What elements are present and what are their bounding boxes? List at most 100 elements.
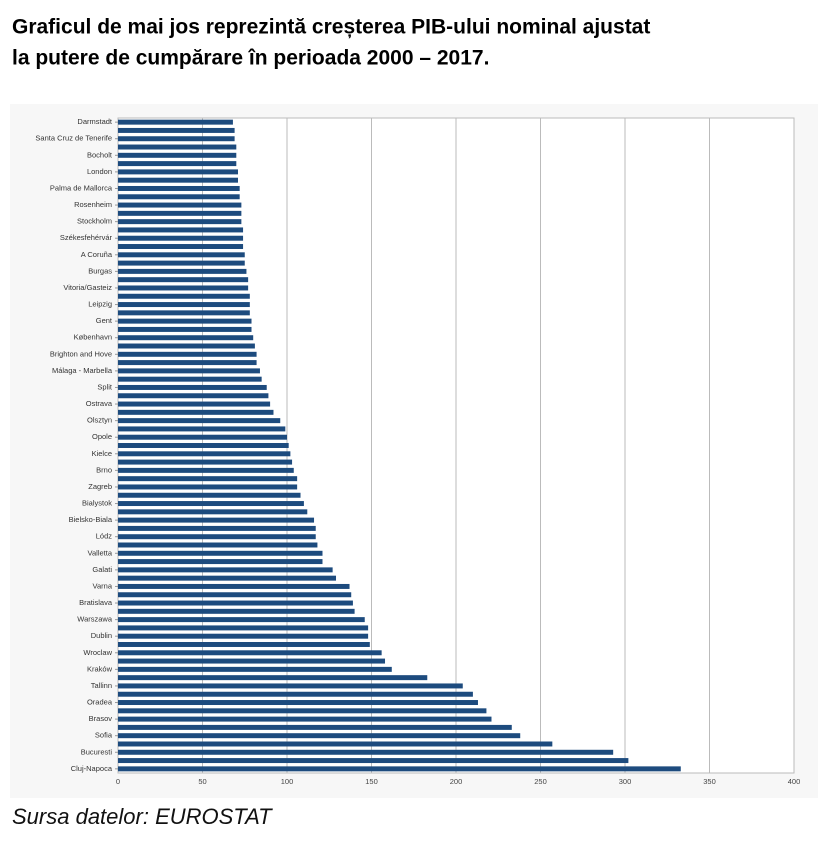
y-tick-label: Rosenheim (74, 200, 112, 209)
y-tick-label: Bucuresti (81, 747, 113, 756)
bar (118, 525, 316, 531)
bar (118, 617, 365, 623)
bar (118, 343, 255, 349)
bar (118, 467, 294, 473)
y-tick-label: Opole (92, 432, 112, 441)
bar (118, 202, 242, 208)
bar (118, 476, 298, 482)
bar (118, 600, 353, 606)
bar (118, 293, 250, 299)
y-tick-label: Vitoria/Gasteiz (63, 283, 112, 292)
y-tick-label: Split (97, 382, 113, 391)
bar (118, 144, 237, 150)
y-tick-label: Oradea (87, 698, 113, 707)
bar (118, 376, 262, 382)
y-tick-label: Gent (96, 316, 113, 325)
bar (118, 268, 247, 274)
bar (118, 127, 235, 133)
bar (118, 351, 257, 357)
bar (118, 177, 238, 183)
source: Sursa datelor: EUROSTAT (12, 804, 273, 829)
bar (118, 683, 463, 689)
bar (118, 302, 250, 308)
y-tick-label: Santa Cruz de Tenerife (35, 134, 112, 143)
y-tick-label: London (87, 167, 112, 176)
bar (118, 509, 308, 515)
x-tick-label: 300 (619, 777, 632, 786)
bar (118, 550, 323, 556)
y-tick-label: Bielsko-Biala (69, 515, 113, 524)
bar (118, 393, 269, 399)
bar (118, 716, 492, 722)
bar (118, 360, 257, 366)
bar (118, 326, 252, 332)
bar (118, 451, 291, 457)
x-tick-label: 200 (450, 777, 463, 786)
bar (118, 517, 315, 523)
y-tick-label: Brno (96, 465, 112, 474)
y-tick-label: Palma de Mallorca (50, 183, 113, 192)
y-tick-label: Wroclaw (83, 648, 112, 657)
y-tick-label: Olsztyn (87, 416, 112, 425)
bar (118, 418, 281, 424)
y-tick-label: Zagreb (88, 482, 112, 491)
y-tick-label: Darmstadt (77, 117, 113, 126)
bar (118, 310, 250, 316)
x-tick-label: 350 (703, 777, 716, 786)
y-tick-label: Warszawa (77, 615, 113, 624)
x-tick-label: 0 (116, 777, 120, 786)
bar (118, 608, 355, 614)
bar (118, 235, 244, 241)
bar (118, 335, 254, 341)
y-tick-label: Galati (92, 565, 112, 574)
bar (118, 658, 386, 664)
bar (118, 766, 681, 772)
chart-title: Graficul de mai jos reprezintă creșterea… (12, 16, 650, 39)
bar (118, 401, 271, 407)
bar (118, 219, 242, 225)
bar (118, 434, 287, 440)
bar (118, 285, 249, 291)
bar (118, 708, 487, 714)
bar (118, 567, 333, 573)
y-tick-label: Sofia (95, 731, 113, 740)
bar (118, 625, 369, 631)
bar (118, 583, 350, 589)
bar (118, 443, 289, 448)
bar (118, 260, 245, 266)
bar (118, 758, 629, 764)
y-tick-label: Bocholt (87, 150, 113, 159)
y-tick-label: Burgas (88, 266, 112, 275)
y-tick-label: Kraków (87, 664, 113, 673)
bar (118, 559, 323, 565)
y-tick-label: Stockholm (77, 217, 112, 226)
bar (118, 368, 260, 374)
bar (118, 384, 267, 390)
bar (118, 534, 316, 540)
bar (118, 318, 252, 324)
bar (118, 642, 370, 647)
y-tick-label: Ostrava (86, 399, 113, 408)
bar (118, 459, 293, 465)
bar (118, 409, 274, 415)
bar (118, 724, 512, 730)
x-tick-label: 50 (198, 777, 206, 786)
y-tick-label: Brasov (89, 714, 113, 723)
bar (118, 194, 240, 200)
bar (118, 749, 614, 755)
bar (118, 492, 301, 498)
y-tick-label: Valletta (88, 548, 113, 557)
y-tick-label: Bratislava (79, 598, 113, 607)
bar (118, 592, 352, 598)
y-tick-label: Bialystok (82, 499, 112, 508)
bar (118, 119, 233, 125)
y-tick-label: København (74, 333, 112, 342)
y-tick-label: Brighton and Hove (50, 349, 112, 358)
y-tick-label: A Coruña (81, 250, 113, 259)
bar (118, 152, 237, 158)
bar (118, 244, 244, 249)
bar (118, 426, 286, 432)
bar (118, 675, 428, 681)
bar (118, 252, 245, 258)
